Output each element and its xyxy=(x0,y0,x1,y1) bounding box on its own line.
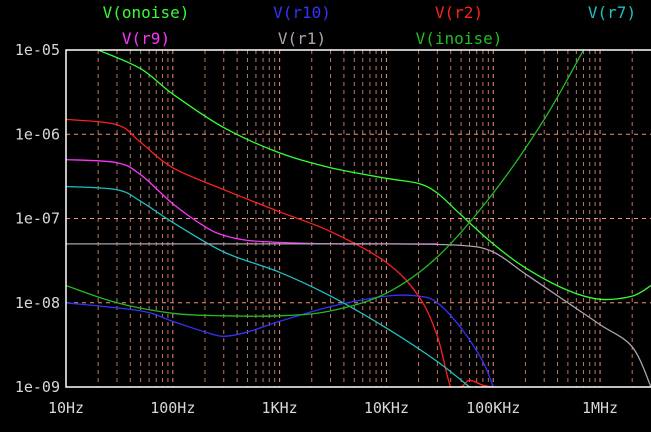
series-line-5 xyxy=(66,243,651,387)
legend-entry-5: V(r1) xyxy=(278,29,326,48)
y-tick-label: 1e-06 xyxy=(15,125,60,143)
x-tick-label: 10KHz xyxy=(364,399,409,417)
x-tick-label: 10Hz xyxy=(48,399,84,417)
legend-entry-4: V(r9) xyxy=(122,29,170,48)
plot-frame xyxy=(65,49,651,388)
legend-entry-0: V(onoise) xyxy=(103,3,190,22)
tick-labels: 10Hz 100Hz 1KHz 10KHz 100KHz 1MHz 1e-05 1e-06 1e… xyxy=(15,41,618,417)
grid-lines xyxy=(66,50,651,387)
legend-entry-6: V(inoise) xyxy=(416,29,503,48)
legend: V(onoise) V(r10) V(r2) V(r7) V(r9) V(r1) V(ino… xyxy=(103,3,636,48)
y-tick-label: 1e-05 xyxy=(15,41,60,59)
x-tick-label: 1KHz xyxy=(262,399,298,417)
series-line-2 xyxy=(66,118,494,387)
legend-entry-3: V(r7) xyxy=(588,3,636,22)
legend-entry-2: V(r2) xyxy=(435,3,483,22)
x-tick-label: 100KHz xyxy=(466,399,520,417)
y-tick-label: 1e-07 xyxy=(15,210,60,228)
y-tick-label: 1e-09 xyxy=(15,378,60,396)
series-lines xyxy=(66,50,651,387)
series-line-3 xyxy=(66,185,470,387)
y-tick-label: 1e-08 xyxy=(15,294,60,312)
series-line-6 xyxy=(66,50,585,317)
legend-entry-1: V(r10) xyxy=(273,3,331,22)
x-tick-label: 100Hz xyxy=(150,399,195,417)
x-tick-label: 1MHz xyxy=(582,399,618,417)
series-line-0 xyxy=(97,50,651,301)
